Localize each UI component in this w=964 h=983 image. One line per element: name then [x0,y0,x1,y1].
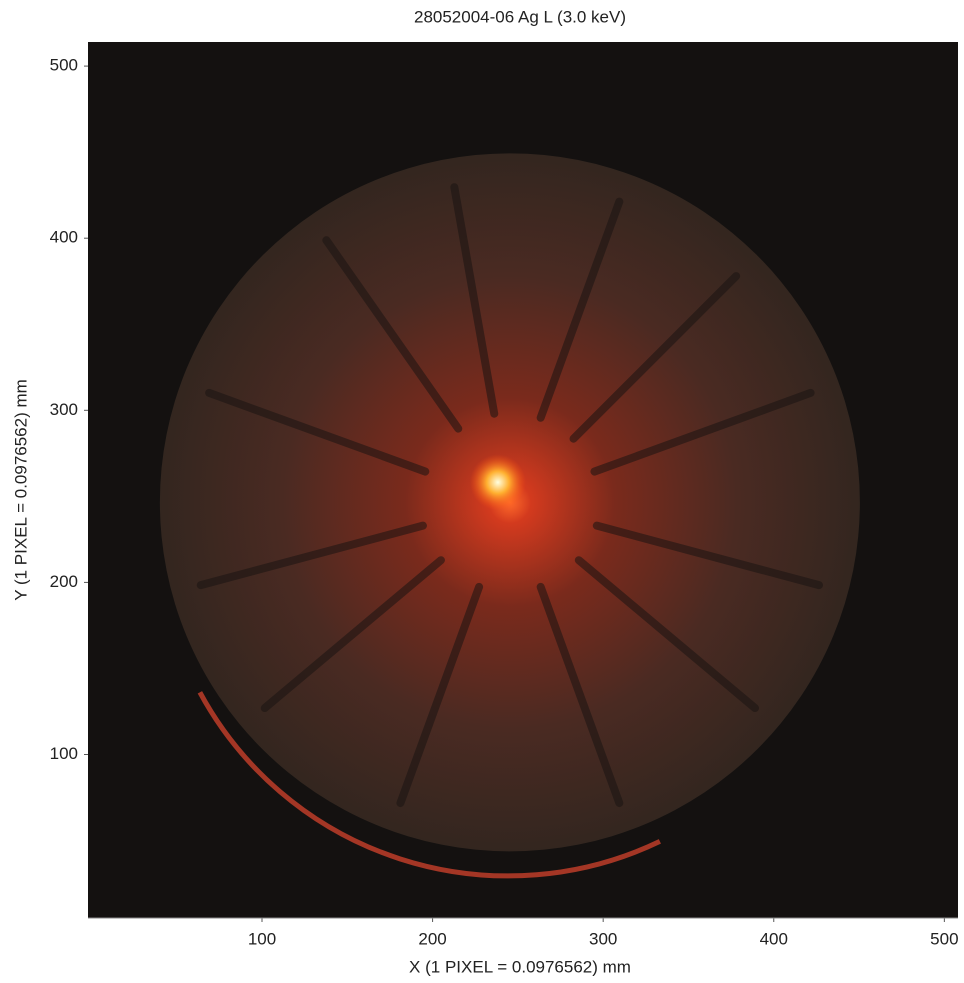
x-tick-label: 400 [760,929,788,948]
y-tick-label: 100 [50,744,78,763]
x-tick-label: 500 [930,929,958,948]
x-tick-label: 200 [418,929,446,948]
y-tick-label: 200 [50,572,78,591]
y-axis-label: Y (1 PIXEL = 0.0976562) mm [11,379,30,601]
bright-core [470,454,526,510]
y-tick-label: 500 [50,56,78,75]
x-tick-label: 100 [248,929,276,948]
y-tick-label: 400 [50,228,78,247]
y-tick-label: 300 [50,400,78,419]
x-tick-label: 300 [589,929,617,948]
x-axis-label: X (1 PIXEL = 0.0976562) mm [409,957,631,976]
chart-title: 28052004-06 Ag L (3.0 keV) [414,7,626,26]
chart: 28052004-06 Ag L (3.0 keV) X (1 PIXEL = … [0,0,964,983]
